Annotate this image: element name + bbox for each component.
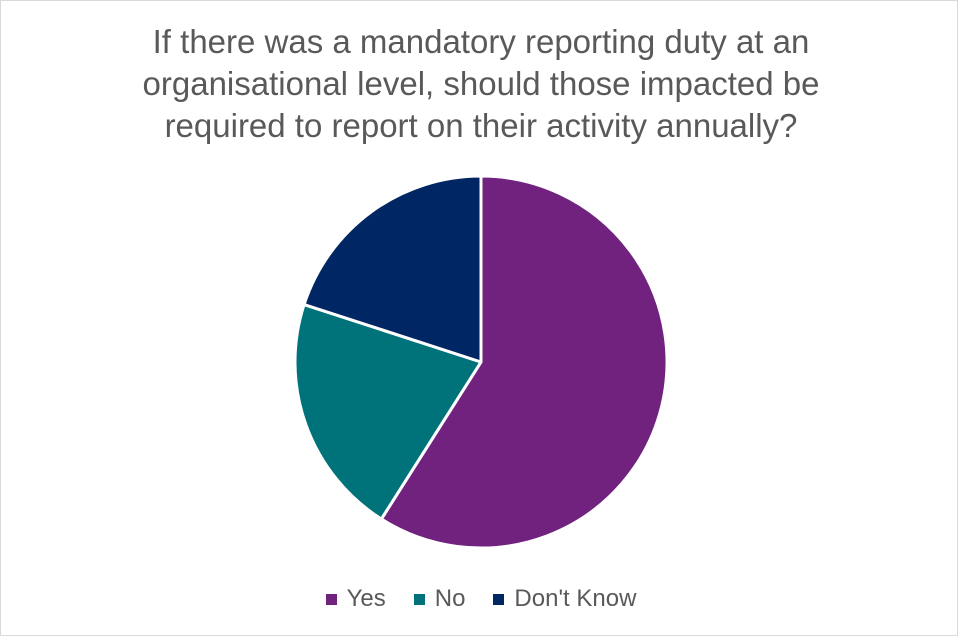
- legend-item-yes: Yes: [325, 585, 386, 613]
- legend-swatch-no: [413, 593, 425, 605]
- legend-label-yes: Yes: [346, 585, 386, 612]
- legend-swatch-don-t-know: [493, 593, 505, 605]
- legend-item-no: No: [413, 585, 466, 613]
- legend-label-no: No: [434, 585, 466, 612]
- legend-item-don-t-know: Don't Know: [493, 585, 636, 613]
- chart-title: If there was a mandatory reporting duty …: [142, 23, 820, 144]
- pie-slice-no: [293, 303, 483, 521]
- pie-slice-don-t-know: [302, 174, 483, 364]
- pie-slice-yes: [379, 174, 669, 550]
- chart-legend: Yes No Don't Know: [1, 585, 960, 613]
- legend-label-don-t-know: Don't Know: [514, 585, 637, 612]
- legend-swatch-yes: [325, 593, 337, 605]
